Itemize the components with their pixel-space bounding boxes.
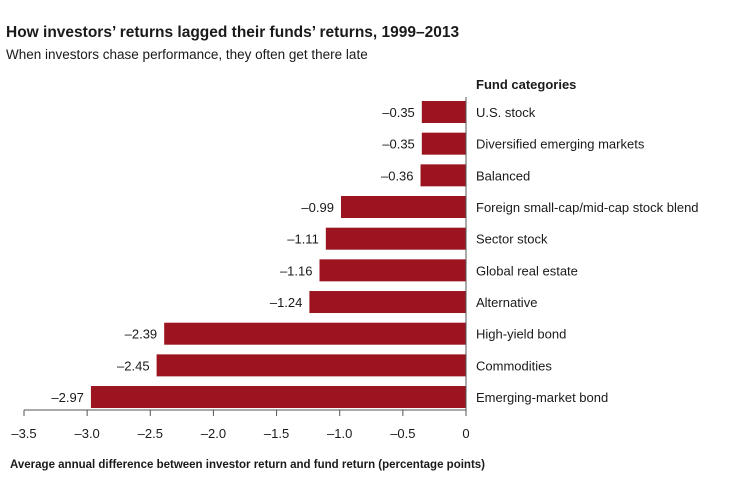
category-label: Emerging-market bond [476,390,608,405]
bar [421,101,466,123]
chart-subtitle: When investors chase performance, they o… [6,47,368,62]
bar [325,227,466,250]
data-label: –2.97 [51,390,84,405]
bar [319,259,466,282]
category-label: Foreign small-cap/mid-cap stock blend [476,200,699,215]
category-label: Alternative [476,295,537,310]
legend-title: Fund categories [476,77,576,92]
bar [164,322,467,345]
x-tick-label: –0.5 [390,426,415,441]
x-tick-label: –1.0 [327,426,352,441]
bar [340,196,466,219]
category-label: Diversified emerging markets [476,137,645,152]
data-label: –0.35 [382,105,415,120]
category-label: Sector stock [476,232,548,247]
category-label: High-yield bond [476,327,566,342]
data-label: –1.24 [270,295,303,310]
data-label: –1.11 [287,232,319,247]
category-label: Global real estate [476,263,578,278]
x-tick-label: –2.0 [201,426,226,441]
data-label: –2.39 [125,327,158,342]
data-label: –0.36 [381,168,414,183]
category-label: Balanced [476,168,530,183]
bar [421,132,466,155]
data-label: –2.45 [117,358,150,373]
data-label: –0.35 [382,137,415,152]
bar [156,354,466,377]
chart-title: How investors’ returns lagged their fund… [6,24,460,41]
bar [309,291,466,314]
x-tick-label: –3.0 [74,426,99,441]
data-label: –1.16 [280,263,313,278]
x-tick-label: –1.5 [264,426,289,441]
x-axis-label: Average annual difference between invest… [10,459,485,471]
x-tick-label: –2.5 [138,426,163,441]
category-label: U.S. stock [476,105,536,120]
x-tick-label: 0 [462,426,469,441]
x-tick-label: –3.5 [11,426,36,441]
bar [420,164,466,187]
data-label: –0.99 [301,200,334,215]
bar [90,386,466,409]
category-label: Commodities [476,358,552,373]
